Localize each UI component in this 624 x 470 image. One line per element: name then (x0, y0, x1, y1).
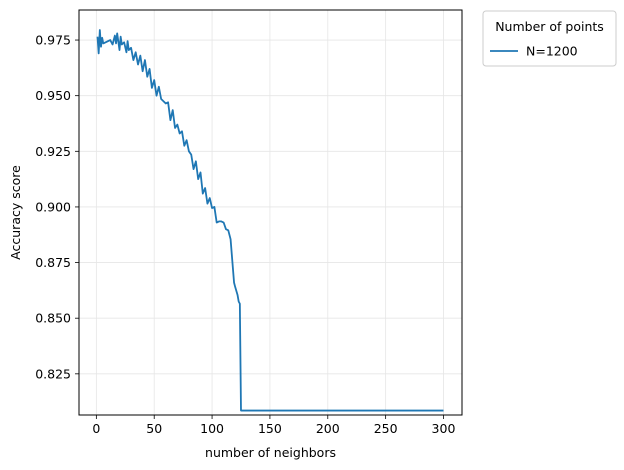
x-tick-label: 50 (146, 421, 162, 436)
y-axis-label: Accuracy score (8, 165, 23, 260)
y-tick-label: 0.950 (35, 88, 71, 103)
x-tick-label: 250 (374, 421, 398, 436)
x-tick-label: 150 (258, 421, 282, 436)
x-axis-label: number of neighbors (205, 445, 336, 460)
grid (79, 10, 462, 415)
legend-title: Number of points (495, 19, 604, 34)
y-tick-label: 0.900 (35, 199, 71, 214)
y-tick-label: 0.875 (35, 255, 71, 270)
x-tick-label: 100 (200, 421, 224, 436)
series-layer (96, 29, 444, 412)
y-tick-label: 0.975 (35, 33, 71, 48)
x-tick-label: 0 (92, 421, 100, 436)
y-tick-label: 0.850 (35, 311, 71, 326)
series-line-0 (96, 29, 444, 412)
x-tick-label: 200 (316, 421, 340, 436)
legend-entry-n1200: N=1200 (526, 44, 578, 59)
y-tick-label: 0.925 (35, 144, 71, 159)
x-axis: 0 50 100 150 200 250 300 (92, 415, 455, 436)
y-axis: 0.825 0.850 0.875 0.900 0.925 0.950 0.975 (35, 33, 79, 381)
plot-frame (78, 9, 463, 416)
legend: Number of points N=1200 (482, 10, 617, 67)
legend-box (482, 10, 617, 67)
y-tick-label: 0.825 (35, 366, 71, 381)
x-tick-label: 300 (432, 421, 456, 436)
